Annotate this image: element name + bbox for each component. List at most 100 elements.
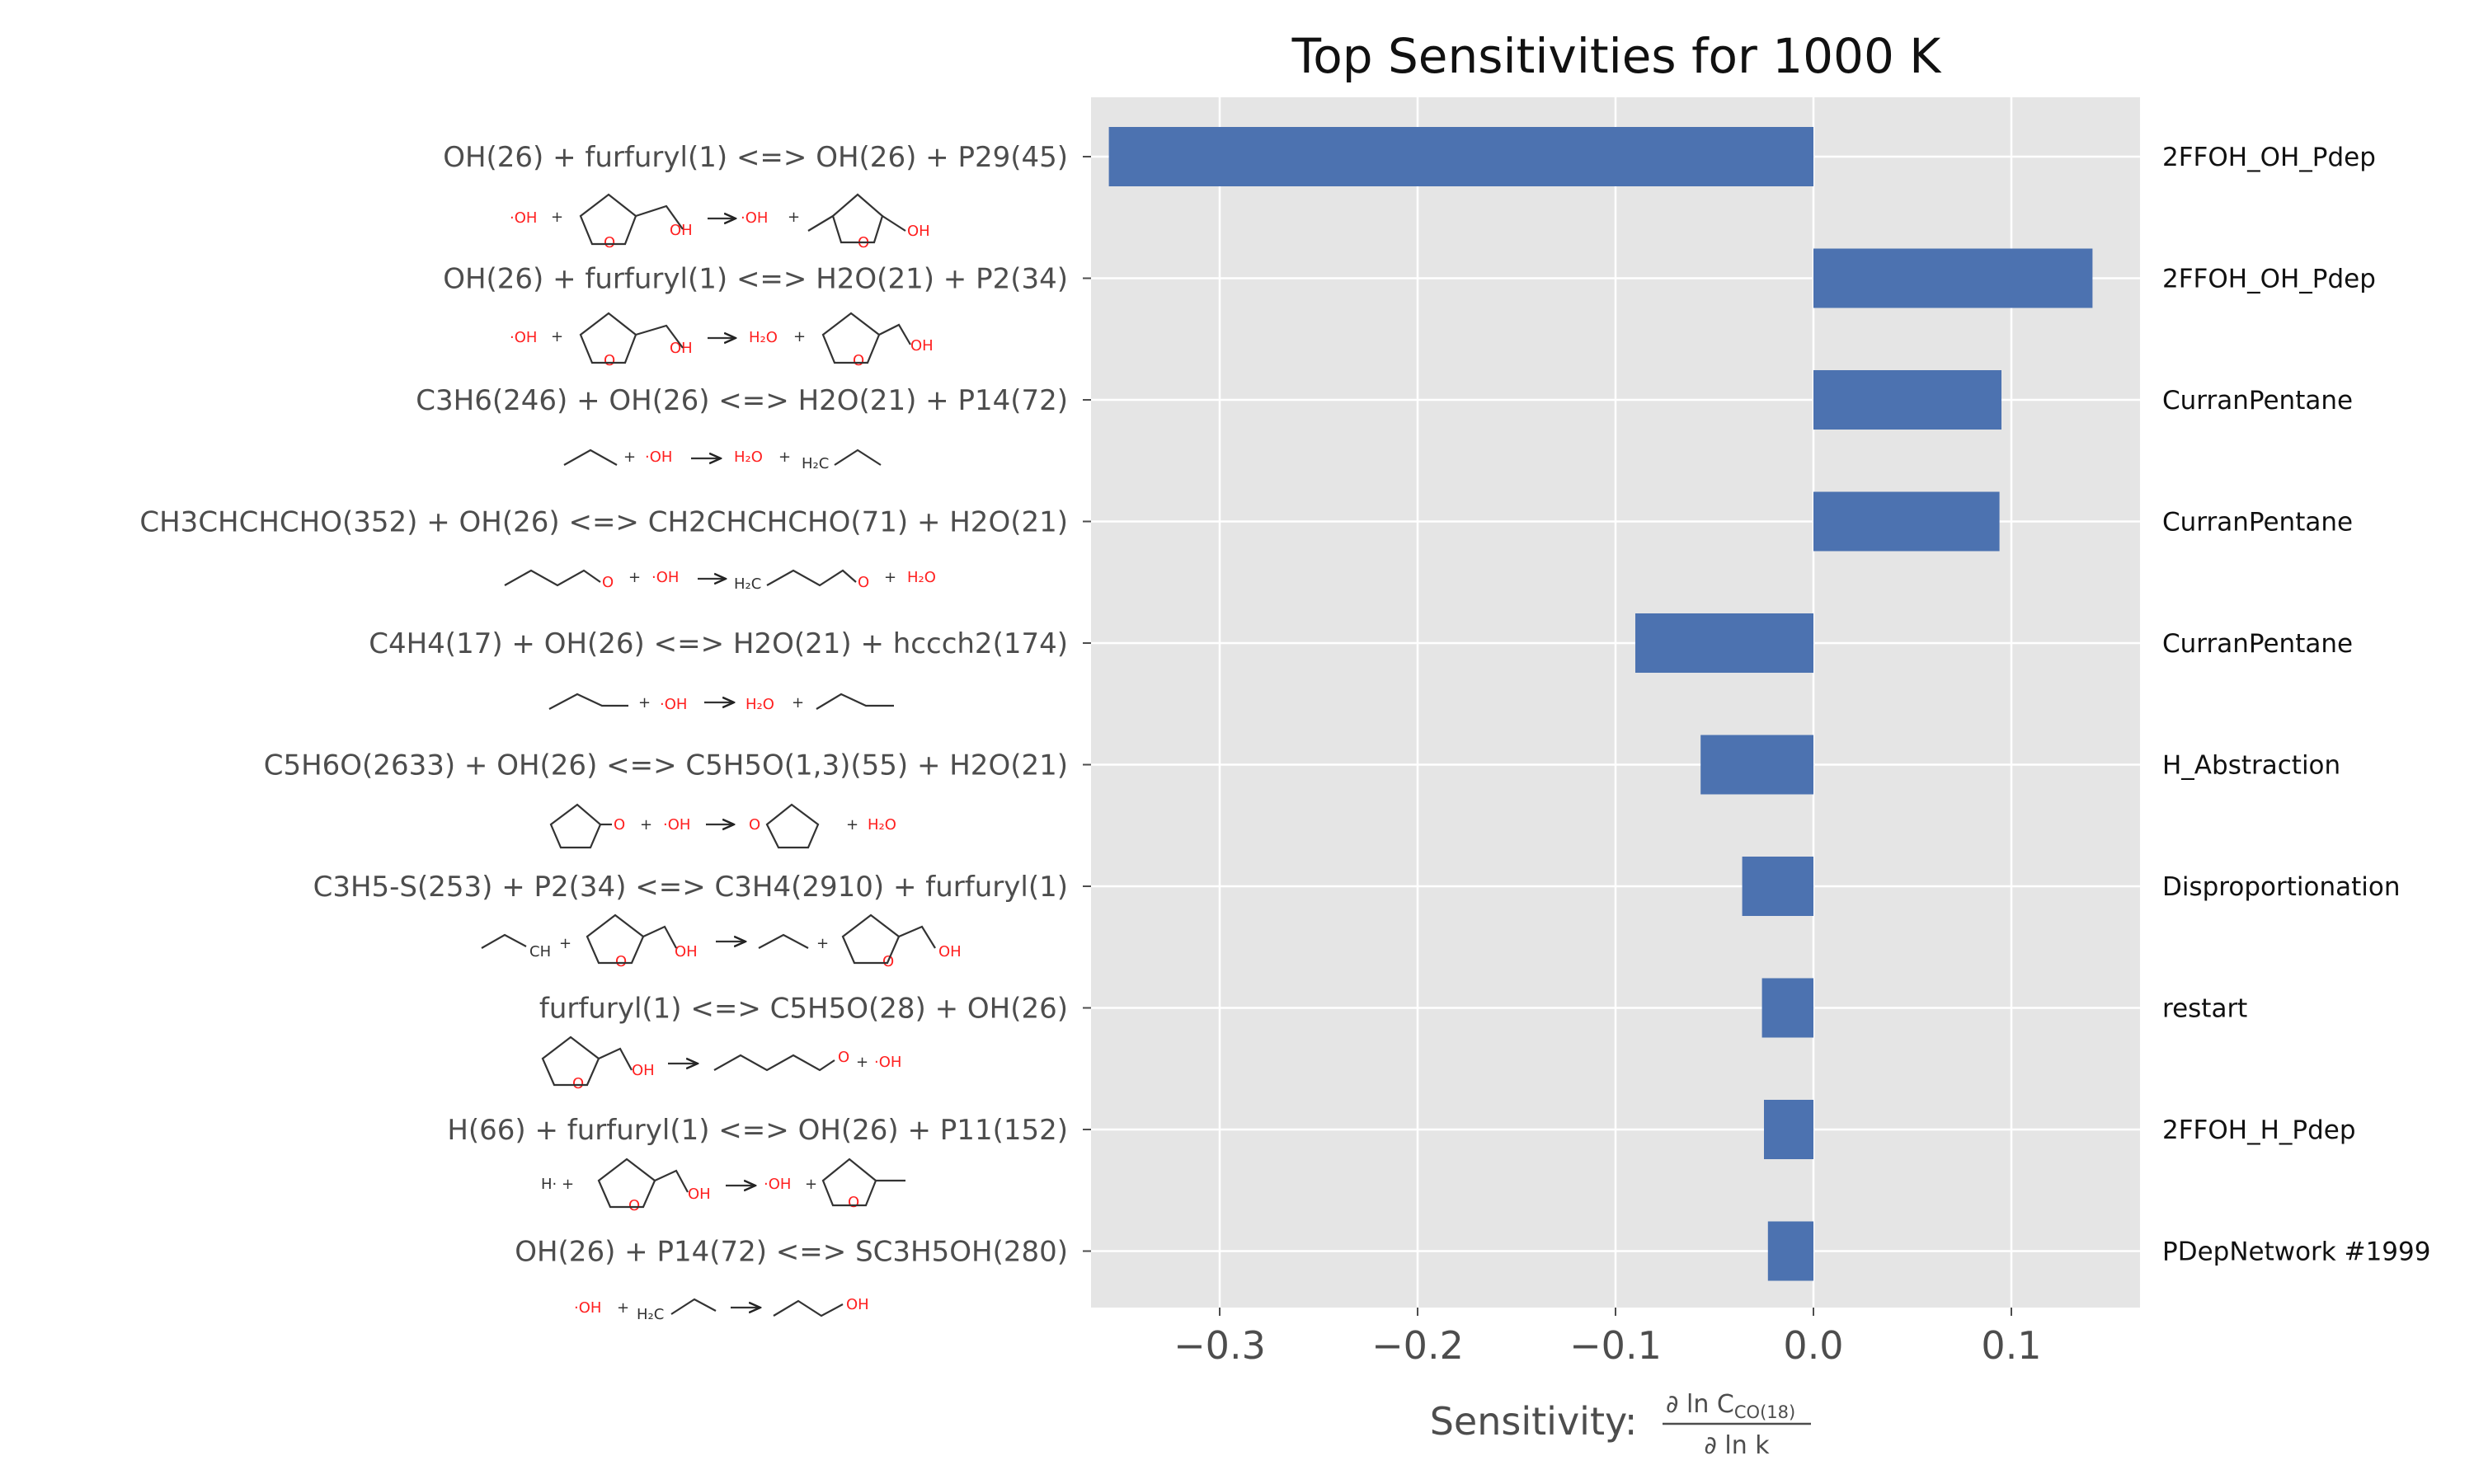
x-axis-ticks: −0.3 −0.2 −0.1 0.0 0.1 (1174, 1308, 2042, 1368)
svg-text:·OH: ·OH (874, 1054, 901, 1071)
structure-row-4: O ·OH O H₂O H₂C + + (504, 569, 936, 593)
right-annotation-label: 2FFOH_OH_Pdep (2162, 143, 2376, 172)
svg-text:O: O (604, 234, 615, 251)
svg-text:O: O (853, 352, 864, 369)
svg-text:+: + (788, 209, 800, 226)
x-tick-label: 0.0 (1783, 1323, 1843, 1368)
svg-text:+: + (551, 209, 563, 226)
right-annotation-label: restart (2162, 994, 2247, 1024)
right-annotation-label: CurranPentane (2162, 508, 2353, 538)
y-axis-labels: OH(26) + furfuryl(1) <=> OH(26) + P29(45… (139, 141, 1091, 1269)
y-tick-label: OH(26) + furfuryl(1) <=> OH(26) + P29(45… (443, 141, 1068, 174)
structure-row-10: ·OH OH + H₂C (574, 1296, 869, 1323)
svg-text:·OH: ·OH (510, 329, 537, 346)
bar (1813, 491, 2000, 552)
svg-text:∂ ln CCO(18): ∂ ln CCO(18) (1666, 1390, 1795, 1422)
y-tick-label: OH(26) + P14(72) <=> SC3H5OH(280) (515, 1236, 1068, 1269)
chart-title: Top Sensitivities for 1000 K (1291, 28, 1943, 84)
svg-text:OH: OH (846, 1296, 869, 1313)
svg-text:OH: OH (907, 223, 930, 240)
svg-text:+: + (884, 569, 896, 586)
bar (1108, 127, 1813, 186)
y-tick-label: C4H4(17) + OH(26) <=> H2O(21) + hccch2(1… (369, 627, 1068, 660)
svg-text:+: + (778, 448, 791, 466)
bars (1108, 127, 2093, 1281)
x-axis-label-prefix: Sensitivity: (1430, 1399, 1649, 1444)
x-tick-label: 0.1 (1981, 1323, 2041, 1368)
svg-text:O: O (604, 352, 615, 369)
svg-text:O: O (838, 1049, 849, 1066)
svg-text:OH: OH (675, 943, 698, 960)
reaction-structures: ·OH ·OH OH OH O O + + ·OH H₂O OH OH O O + + (481, 193, 962, 1323)
structure-row-8: OH O O ·OH + (541, 1036, 901, 1092)
bar (1700, 735, 1813, 795)
svg-text:+: + (623, 448, 636, 466)
svg-text:O: O (848, 1194, 859, 1211)
svg-text:O: O (628, 1197, 640, 1214)
svg-text:·OH: ·OH (663, 816, 690, 834)
svg-text:H₂O: H₂O (734, 448, 763, 466)
y-tick-label: furfuryl(1) <=> C5H5O(28) + OH(26) (539, 993, 1068, 1026)
svg-text:O: O (602, 574, 614, 591)
svg-text:+: + (638, 694, 651, 711)
bar (1767, 1221, 1813, 1281)
svg-text:·OH: ·OH (660, 696, 687, 713)
bar (1764, 1100, 1813, 1159)
svg-text:O: O (614, 816, 625, 834)
y-tick-label: CH3CHCHCHO(352) + OH(26) <=> CH2CHCHCHO(… (139, 506, 1068, 539)
svg-text:·OH: ·OH (741, 209, 768, 227)
svg-text:H₂C: H₂C (802, 455, 829, 472)
right-annotation-label: Disproportionation (2162, 872, 2401, 902)
y-tick-label: C3H5-S(253) + P2(34) <=> C3H4(2910) + fu… (313, 871, 1068, 904)
svg-text:O: O (572, 1075, 584, 1092)
svg-text:+: + (551, 328, 563, 345)
svg-text:OH: OH (632, 1062, 655, 1079)
svg-text:·OH: ·OH (651, 569, 679, 586)
svg-text:+: + (856, 1054, 868, 1071)
right-labels: 2FFOH_OH_Pdep 2FFOH_OH_Pdep CurranPentane C… (2162, 143, 2430, 1267)
svg-text:·OH: ·OH (645, 448, 672, 466)
bar (1635, 613, 1813, 673)
x-axis-label-subscript: CO(18) (1734, 1402, 1795, 1422)
structure-row-5: ·OH H₂O + + (548, 693, 894, 713)
right-annotation-label: 2FFOH_H_Pdep (2162, 1115, 2356, 1145)
right-annotation-label: CurranPentane (2162, 629, 2353, 659)
right-annotation-label: 2FFOH_OH_Pdep (2162, 265, 2376, 294)
bar (1742, 857, 1813, 916)
svg-text:+: + (640, 816, 652, 834)
svg-text:OH: OH (670, 340, 693, 357)
bar (1761, 978, 1813, 1038)
structure-row-6: O ·OH O H₂O + + (549, 803, 896, 849)
svg-text:+: + (805, 1176, 817, 1193)
svg-text:+: + (816, 935, 829, 952)
svg-text:H₂O: H₂O (745, 696, 774, 713)
svg-text:·OH: ·OH (510, 209, 537, 227)
svg-text:+: + (792, 694, 804, 711)
right-annotation-label: CurranPentane (2162, 386, 2353, 416)
x-axis-label-denominator: ∂ ln k (1704, 1431, 1770, 1460)
svg-text:OH: OH (670, 222, 693, 239)
bar (1813, 370, 2001, 430)
svg-text:O: O (858, 574, 869, 591)
structure-row-9: OH O ·OH O H· + + (541, 1158, 905, 1214)
svg-text:+: + (628, 569, 641, 586)
structure-row-2: ·OH H₂O OH OH O O + + (510, 312, 934, 369)
structure-row-3: ·OH H₂O H₂C + + (563, 448, 882, 472)
x-tick-label: −0.1 (1569, 1323, 1662, 1368)
y-tick-label: C3H6(246) + OH(26) <=> H2O(21) + P14(72) (416, 384, 1068, 417)
x-tick-label: −0.2 (1371, 1323, 1464, 1368)
svg-text:·OH: ·OH (764, 1176, 791, 1193)
y-tick-label: C5H6O(2633) + OH(26) <=> C5H5O(1,3)(55) … (264, 749, 1068, 782)
svg-text:H₂O: H₂O (749, 329, 778, 346)
svg-text:+: + (559, 935, 571, 952)
svg-text:OH: OH (910, 337, 934, 355)
y-tick-label: OH(26) + furfuryl(1) <=> H2O(21) + P2(34… (443, 263, 1068, 296)
svg-text:O: O (615, 953, 627, 970)
svg-text:OH: OH (938, 943, 962, 960)
svg-text:+: + (846, 816, 858, 834)
svg-text:OH: OH (688, 1186, 711, 1203)
svg-text:·OH: ·OH (574, 1299, 601, 1317)
